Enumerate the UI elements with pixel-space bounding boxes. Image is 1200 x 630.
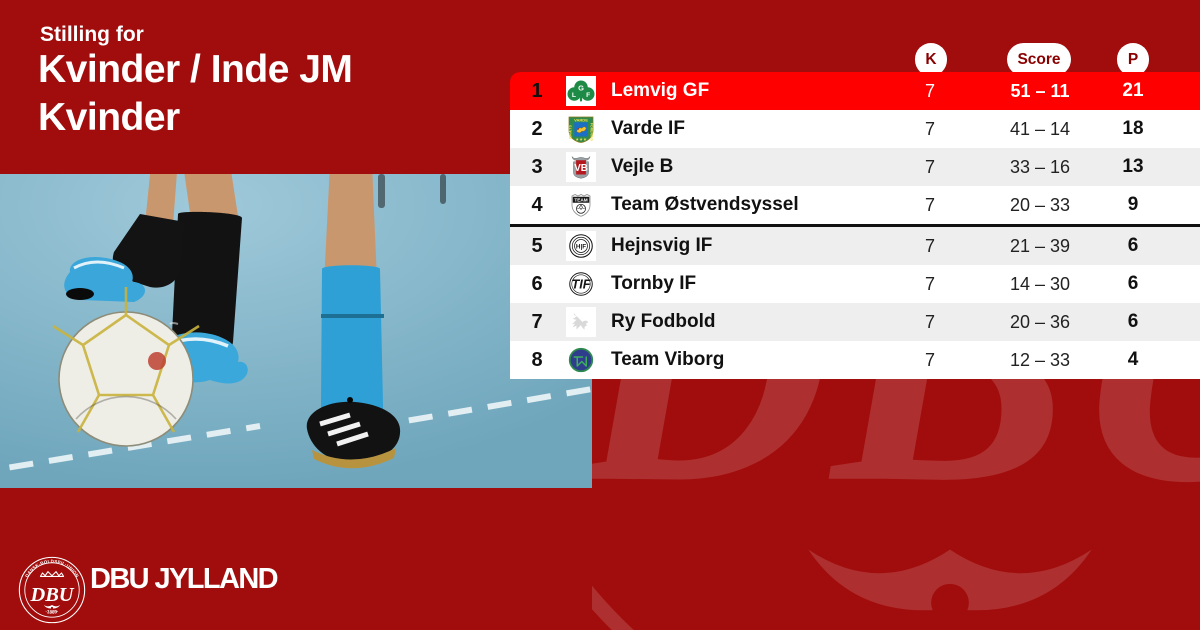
svg-text:TEAM: TEAM [574, 198, 587, 204]
svg-text:FORENING: FORENING [590, 123, 594, 141]
svg-text:L: L [572, 92, 576, 99]
svg-text:G: G [578, 83, 584, 92]
svg-text:H|F: H|F [576, 243, 586, 250]
svg-text:·1889·: ·1889· [45, 609, 60, 616]
svg-text:IDRÆTS: IDRÆTS [569, 124, 573, 138]
svg-text:DBU: DBU [29, 584, 74, 606]
svg-text:★ ★ ★: ★ ★ ★ [575, 137, 587, 141]
svg-text:DBU: DBU [592, 372, 1200, 556]
svg-text:VB: VB [574, 163, 588, 174]
svg-text:F: F [586, 92, 590, 99]
svg-text:TIF: TIF [571, 277, 591, 292]
svg-text:VARDE: VARDE [574, 118, 588, 123]
